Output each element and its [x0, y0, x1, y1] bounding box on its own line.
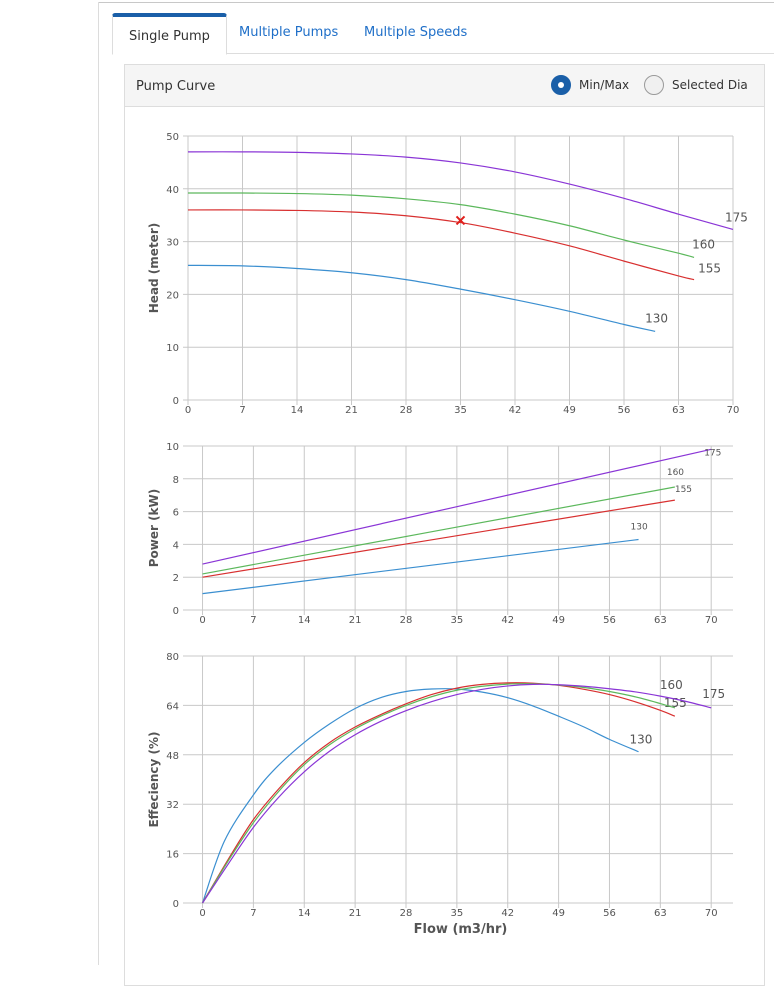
chart-1: 0 10 20 30 40 50 0 7 14 21 28 35 42 49 56 63 70 Head (met…	[147, 132, 748, 416]
panel-header: Pump Curve Min/Max Selected Dia	[125, 65, 764, 107]
series-end-label-160: 160	[692, 237, 715, 251]
x-tick-label: 42	[509, 405, 522, 416]
series-end-label-175: 175	[702, 687, 725, 701]
selected-dia-label[interactable]: Selected Dia	[672, 78, 748, 92]
marker-stroke	[455, 215, 466, 226]
x-tick-label: 70	[705, 908, 718, 919]
y-axis-title: Head (meter)	[147, 223, 161, 313]
x-tick-label: 56	[603, 908, 616, 919]
x-tick-label: 0	[199, 908, 205, 919]
tab-multiple-speeds[interactable]: Multiple Speeds	[364, 25, 468, 40]
series-line-175	[202, 683, 712, 904]
tab-multiple-pumps[interactable]: Multiple Pumps	[239, 25, 339, 40]
x-tick-label: 28	[400, 908, 413, 919]
x-tick-label: 21	[349, 615, 362, 626]
x-tick-label: 70	[705, 615, 718, 626]
series-line-160	[187, 192, 695, 259]
pump-curve-panel: Pump Curve Min/Max Selected Dia	[124, 64, 765, 986]
series-line-130	[187, 264, 656, 332]
y-tick-label: 0	[173, 899, 179, 910]
x-tick-label: 63	[654, 908, 667, 919]
x-tick-label: 35	[454, 405, 467, 416]
x-tick-label: 63	[672, 405, 685, 416]
y-tick-label: 20	[166, 290, 179, 301]
x-tick-label: 21	[349, 908, 362, 919]
y-tick-label: 8	[173, 475, 179, 486]
y-tick-label: 48	[166, 751, 179, 762]
series-end-label-160: 160	[667, 468, 684, 478]
y-tick-label: 2	[173, 573, 179, 584]
min-max-radio[interactable]	[551, 75, 571, 95]
tab-bar: Single Pump Multiple Pumps Multiple Spee…	[112, 13, 774, 55]
x-tick-label: 21	[345, 405, 358, 416]
y-tick-label: 4	[173, 540, 179, 551]
x-tick-label: 49	[552, 615, 565, 626]
outer-left-border	[98, 2, 99, 965]
x-tick-label: 42	[501, 615, 514, 626]
y-tick-label: 32	[166, 800, 179, 811]
y-axis-title: Power (kW)	[147, 489, 161, 568]
series-end-label-155: 155	[664, 696, 687, 710]
series-line-175	[202, 448, 712, 565]
chart-2: 0 2 4 6 8 10 0 7 14 21 28 35 42 49 56 63 70 Power (kW) 130…	[147, 442, 733, 626]
series-line-160	[202, 486, 675, 575]
y-tick-label: 6	[173, 508, 179, 519]
x-tick-label: 14	[291, 405, 304, 416]
x-tick-label: 35	[450, 908, 463, 919]
series-end-label-175: 175	[725, 210, 748, 224]
x-tick-label: 42	[501, 908, 514, 919]
y-tick-label: 30	[166, 238, 179, 249]
y-tick-label: 80	[166, 652, 179, 663]
x-tick-label: 49	[563, 405, 576, 416]
y-axis-title: Effeciency (%)	[147, 731, 161, 827]
y-tick-label: 0	[173, 396, 179, 407]
x-tick-label: 28	[400, 615, 413, 626]
x-tick-label: 49	[552, 908, 565, 919]
x-tick-label: 7	[239, 405, 245, 416]
series-line-155	[187, 209, 695, 281]
x-tick-label: 7	[250, 615, 256, 626]
series-end-label-155: 155	[675, 485, 692, 495]
x-tick-label: 28	[400, 405, 413, 416]
x-tick-label: 56	[603, 615, 616, 626]
y-tick-label: 10	[166, 343, 179, 354]
chart-3: 0 16 32 48 64 80 0 7 14 21 28 35 42 49 56 63 70 Effecienc…	[147, 652, 733, 937]
y-tick-label: 64	[166, 701, 179, 712]
x-tick-label: 56	[618, 405, 631, 416]
min-max-label[interactable]: Min/Max	[579, 78, 630, 92]
x-tick-label: 0	[185, 405, 191, 416]
series-line-155	[202, 499, 675, 578]
tab-single-pump[interactable]: Single Pump	[112, 13, 227, 55]
selected-dia-radio[interactable]	[644, 75, 664, 95]
y-tick-label: 10	[166, 442, 179, 453]
panel-title: Pump Curve	[136, 79, 216, 94]
x-axis-title: Flow (m3/hr)	[414, 922, 508, 937]
series-end-label-175: 175	[704, 448, 721, 458]
series-end-label-160: 160	[660, 678, 683, 692]
series-line-130	[201, 688, 639, 904]
y-tick-label: 0	[173, 606, 179, 617]
y-tick-label: 50	[166, 132, 179, 143]
series-line-160	[202, 683, 676, 904]
top-divider	[98, 2, 774, 3]
series-end-label-130: 130	[630, 733, 653, 747]
x-tick-label: 35	[450, 615, 463, 626]
x-tick-label: 14	[298, 615, 311, 626]
x-tick-label: 63	[654, 615, 667, 626]
y-tick-label: 40	[166, 185, 179, 196]
y-tick-label: 16	[166, 850, 179, 861]
series-line-155	[202, 682, 676, 904]
x-tick-label: 7	[250, 908, 256, 919]
series-end-label-130: 130	[631, 522, 648, 532]
series-end-label-130: 130	[645, 311, 668, 325]
x-tick-label: 0	[199, 615, 205, 626]
x-tick-label: 70	[727, 405, 740, 416]
series-line-175	[187, 151, 734, 231]
series-line-130	[202, 538, 639, 595]
series-end-label-155: 155	[698, 262, 721, 276]
operating-point-marker	[455, 215, 466, 226]
x-tick-label: 14	[298, 908, 311, 919]
